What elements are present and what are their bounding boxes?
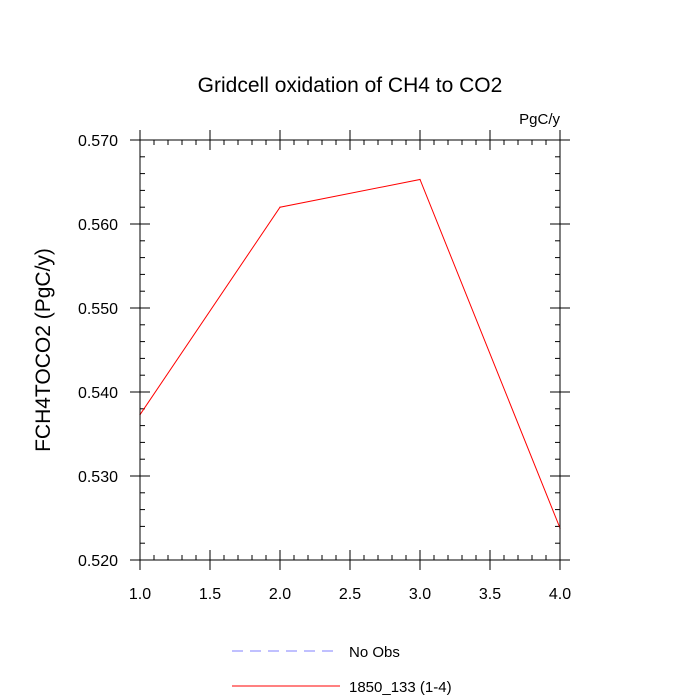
series-lines xyxy=(139,178,561,529)
y-tick-label: 0.570 xyxy=(78,133,118,150)
x-tick-label: 2.0 xyxy=(269,586,291,603)
y-tick-labels: 0.520 0.530 0.540 0.550 0.560 0.570 xyxy=(78,133,118,570)
x-tick-label: 2.5 xyxy=(339,586,361,603)
units-label: PgC/y xyxy=(519,111,560,128)
series-point xyxy=(419,178,421,181)
x-tick-label: 4.0 xyxy=(549,586,571,603)
legend: No Obs 1850_133 (1-4) xyxy=(232,644,452,696)
chart-title: Gridcell oxidation of CH4 to CO2 xyxy=(198,74,503,97)
legend-label-0: No Obs xyxy=(349,644,400,661)
x-tick-label: 3.0 xyxy=(409,586,431,603)
plot-frame xyxy=(139,139,561,561)
series-point xyxy=(279,206,281,208)
y-axis-label: FCH4TOCO2 (PgC/y) xyxy=(32,248,55,452)
y-tick-label: 0.520 xyxy=(78,553,118,570)
y-tick-label: 0.530 xyxy=(78,469,118,486)
y-tick-label: 0.560 xyxy=(78,217,118,234)
axis-ticks xyxy=(130,130,570,570)
x-tick-label: 1.0 xyxy=(129,586,151,603)
legend-label-1: 1850_133 (1-4) xyxy=(349,679,452,696)
x-tick-label: 1.5 xyxy=(199,586,221,603)
y-tick-label: 0.540 xyxy=(78,385,118,402)
series-line-0 xyxy=(139,178,561,529)
x-tick-label: 3.5 xyxy=(479,586,501,603)
y-tick-label: 0.550 xyxy=(78,301,118,318)
x-tick-labels: 1.0 1.5 2.0 2.5 3.0 3.5 4.0 xyxy=(129,586,571,603)
